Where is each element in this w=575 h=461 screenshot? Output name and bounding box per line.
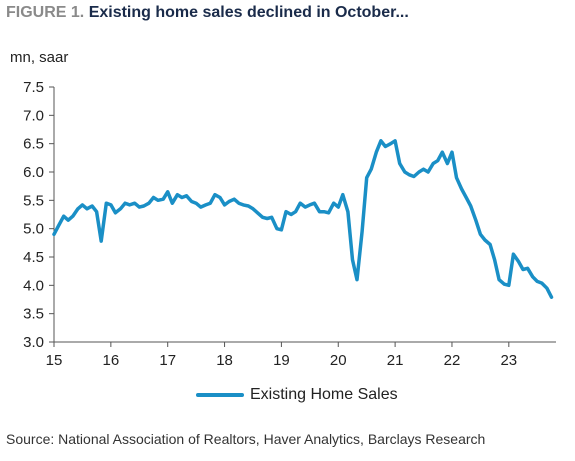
y-tick-label: 5.5 (23, 192, 44, 209)
x-tick-label: 19 (273, 352, 290, 369)
y-tick-label: 5.0 (23, 221, 44, 238)
figure-title: Existing home sales declined in October.… (88, 4, 409, 21)
series-line-existing-home-sales (52, 139, 554, 299)
y-tick-label: 4.5 (23, 249, 44, 266)
x-tick-label: 15 (46, 352, 63, 369)
y-tick-label: 6.5 (23, 136, 44, 153)
x-tick-label: 21 (387, 352, 404, 369)
source-note: Source: National Association of Realtors… (6, 431, 486, 447)
legend-label: Existing Home Sales (250, 386, 398, 403)
chart-title: FIGURE 1. Existing home sales declined i… (6, 4, 409, 22)
x-tick-label: 20 (330, 352, 347, 369)
legend-swatch (196, 393, 244, 397)
legend: Existing Home Sales (196, 386, 398, 404)
x-tick-label: 23 (500, 352, 517, 369)
x-tick-label: 17 (159, 352, 176, 369)
x-tick-label: 18 (216, 352, 233, 369)
y-tick-label: 3.5 (23, 306, 44, 323)
y-tick-label: 4.0 (23, 277, 44, 294)
x-tick-label: 22 (444, 352, 461, 369)
y-tick-label: 3.0 (23, 334, 44, 351)
x-tick-label: 16 (103, 352, 120, 369)
y-tick-label: 6.0 (23, 164, 44, 181)
y-axis-unit-label: mn, saar (10, 49, 69, 66)
y-tick-label: 7.5 (23, 79, 44, 96)
figure-label: FIGURE 1. (6, 4, 85, 21)
y-tick-label: 7.0 (23, 107, 44, 124)
